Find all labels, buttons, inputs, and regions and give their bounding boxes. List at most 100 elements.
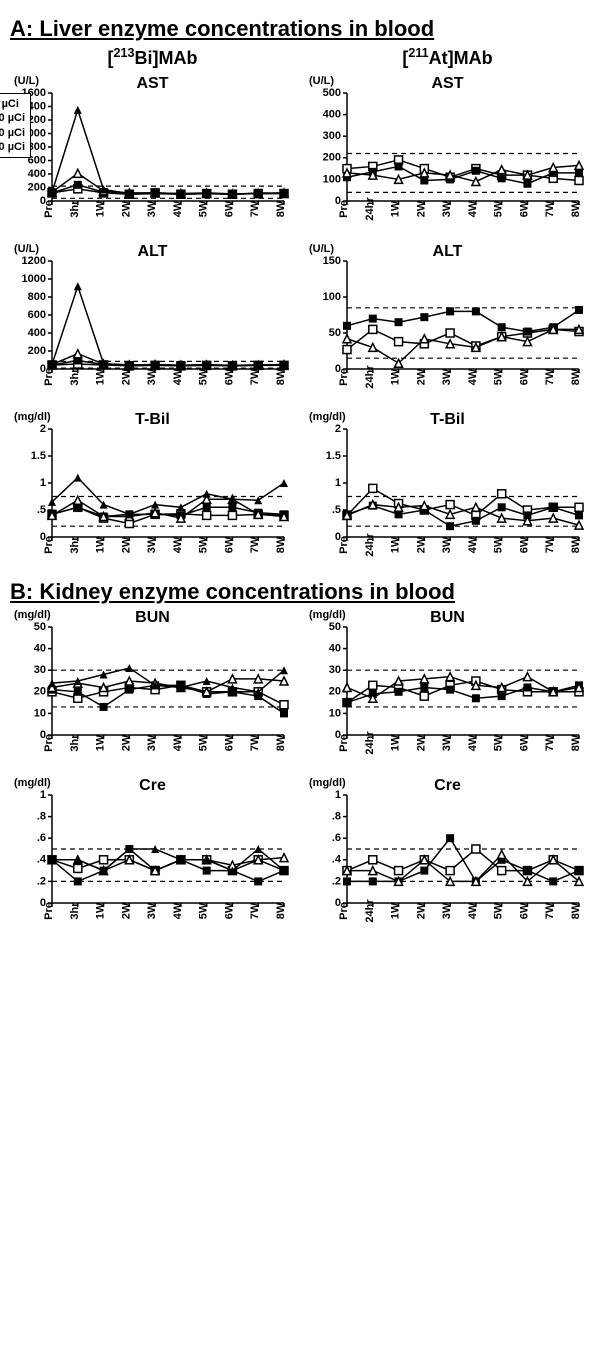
legend-label: 2 µCi xyxy=(0,97,19,111)
panel-title: Cre xyxy=(305,777,590,795)
svg-text:2W: 2W xyxy=(415,368,427,385)
svg-text:10: 10 xyxy=(329,707,341,719)
svg-text:3W: 3W xyxy=(441,200,453,217)
svg-text:400: 400 xyxy=(28,327,46,339)
svg-text:20: 20 xyxy=(34,686,46,698)
svg-text:1: 1 xyxy=(40,477,46,489)
svg-text:1W: 1W xyxy=(390,734,402,751)
svg-text:2W: 2W xyxy=(120,200,132,217)
svg-text:10: 10 xyxy=(34,707,46,719)
svg-text:.4: .4 xyxy=(37,854,47,866)
svg-text:4W: 4W xyxy=(172,368,184,385)
legend-item: 2 µCi xyxy=(0,97,25,111)
svg-text:6W: 6W xyxy=(223,200,235,217)
svg-text:5W: 5W xyxy=(198,536,210,553)
panel-at_cre: (mg/dl) Cre 0.2.4.6.81Pre24hr1W2W3W4W5W6… xyxy=(305,777,590,937)
svg-text:600: 600 xyxy=(28,309,46,321)
svg-text:1000: 1000 xyxy=(22,273,46,285)
svg-text:4W: 4W xyxy=(467,200,479,217)
svg-text:400: 400 xyxy=(28,168,46,180)
legend-item: 50 µCi xyxy=(0,140,25,154)
svg-text:.5: .5 xyxy=(332,504,341,516)
chart-row: (U/L)2 µCi10 µCi20 µCi50 µCi AST 0200400… xyxy=(10,75,590,235)
svg-text:4W: 4W xyxy=(172,902,184,919)
svg-text:4W: 4W xyxy=(467,902,479,919)
svg-text:5W: 5W xyxy=(493,368,505,385)
svg-text:24hr: 24hr xyxy=(364,533,376,557)
svg-text:5W: 5W xyxy=(198,368,210,385)
svg-text:2W: 2W xyxy=(120,536,132,553)
svg-text:7W: 7W xyxy=(544,368,556,385)
section-a-title: A: Liver enzyme concentrations in blood xyxy=(10,16,590,42)
svg-text:Pre: Pre xyxy=(43,734,55,752)
svg-text:Pre: Pre xyxy=(338,368,350,386)
svg-text:Pre: Pre xyxy=(338,536,350,554)
chart-row: (mg/dl) BUN 01020304050Pre3hr1W2W3W4W5W6… xyxy=(10,609,590,769)
svg-text:8W: 8W xyxy=(275,902,287,919)
panel-title: T-Bil xyxy=(10,411,295,429)
svg-text:7W: 7W xyxy=(544,536,556,553)
svg-text:8W: 8W xyxy=(570,368,582,385)
panel-title: AST xyxy=(10,75,295,93)
svg-text:Pre: Pre xyxy=(43,200,55,218)
svg-text:24hr: 24hr xyxy=(364,731,376,755)
svg-text:3hr: 3hr xyxy=(69,902,81,920)
svg-text:5W: 5W xyxy=(493,734,505,751)
svg-text:40: 40 xyxy=(329,643,341,655)
svg-text:3W: 3W xyxy=(441,536,453,553)
legend-label: 10 µCi xyxy=(0,111,25,125)
svg-text:6W: 6W xyxy=(518,368,530,385)
svg-text:3W: 3W xyxy=(146,536,158,553)
panel-at_ast: (U/L) AST 0100200300400500Pre24hr1W2W3W4… xyxy=(305,75,590,235)
svg-text:6W: 6W xyxy=(518,536,530,553)
svg-text:5W: 5W xyxy=(198,200,210,217)
panel-bi_alt: (U/L) ALT 020040060080010001200Pre3hr1W2… xyxy=(10,243,295,403)
chart-row: (mg/dl) Cre 0.2.4.6.81Pre3hr1W2W3W4W5W6W… xyxy=(10,777,590,937)
svg-text:5W: 5W xyxy=(493,536,505,553)
svg-text:7W: 7W xyxy=(249,536,261,553)
svg-text:7W: 7W xyxy=(544,902,556,919)
svg-text:3W: 3W xyxy=(441,902,453,919)
svg-text:200: 200 xyxy=(28,345,46,357)
svg-text:2W: 2W xyxy=(120,368,132,385)
svg-text:1: 1 xyxy=(335,477,341,489)
svg-text:1W: 1W xyxy=(390,368,402,385)
panel-title: BUN xyxy=(10,609,295,627)
svg-text:Pre: Pre xyxy=(43,368,55,386)
svg-text:3W: 3W xyxy=(146,200,158,217)
svg-text:8W: 8W xyxy=(275,368,287,385)
svg-text:24hr: 24hr xyxy=(364,197,376,221)
svg-text:30: 30 xyxy=(329,664,341,676)
svg-text:100: 100 xyxy=(323,291,341,303)
svg-text:.4: .4 xyxy=(332,854,342,866)
svg-text:.2: .2 xyxy=(332,875,341,887)
svg-text:50: 50 xyxy=(329,327,341,339)
svg-text:7W: 7W xyxy=(544,734,556,751)
svg-text:3W: 3W xyxy=(146,368,158,385)
svg-text:30: 30 xyxy=(34,664,46,676)
panel-bi_bun: (mg/dl) BUN 01020304050Pre3hr1W2W3W4W5W6… xyxy=(10,609,295,769)
svg-text:2W: 2W xyxy=(415,734,427,751)
svg-text:.5: .5 xyxy=(37,504,46,516)
panel-title: T-Bil xyxy=(305,411,590,429)
svg-text:7W: 7W xyxy=(249,200,261,217)
svg-text:2W: 2W xyxy=(415,536,427,553)
svg-text:6W: 6W xyxy=(223,368,235,385)
panel-at_tbil: (mg/dl) T-Bil 0.511.52Pre24hr1W2W3W4W5W6… xyxy=(305,411,590,571)
panel-title: BUN xyxy=(305,609,590,627)
svg-text:Pre: Pre xyxy=(43,902,55,920)
svg-text:.6: .6 xyxy=(37,832,46,844)
panel-bi_cre: (mg/dl) Cre 0.2.4.6.81Pre3hr1W2W3W4W5W6W… xyxy=(10,777,295,937)
panel-title: Cre xyxy=(10,777,295,795)
svg-text:1W: 1W xyxy=(95,734,107,751)
svg-text:3hr: 3hr xyxy=(69,734,81,752)
legend: 2 µCi10 µCi20 µCi50 µCi xyxy=(0,93,31,158)
svg-text:6W: 6W xyxy=(518,734,530,751)
panel-at_bun: (mg/dl) BUN 01020304050Pre24hr1W2W3W4W5W… xyxy=(305,609,590,769)
left-col-title: [213Bi]MAb xyxy=(10,46,295,69)
svg-text:Pre: Pre xyxy=(43,536,55,554)
svg-text:.8: .8 xyxy=(37,811,46,823)
svg-text:7W: 7W xyxy=(249,902,261,919)
section-b-title: B: Kidney enzyme concentrations in blood xyxy=(10,579,590,605)
svg-text:4W: 4W xyxy=(467,368,479,385)
